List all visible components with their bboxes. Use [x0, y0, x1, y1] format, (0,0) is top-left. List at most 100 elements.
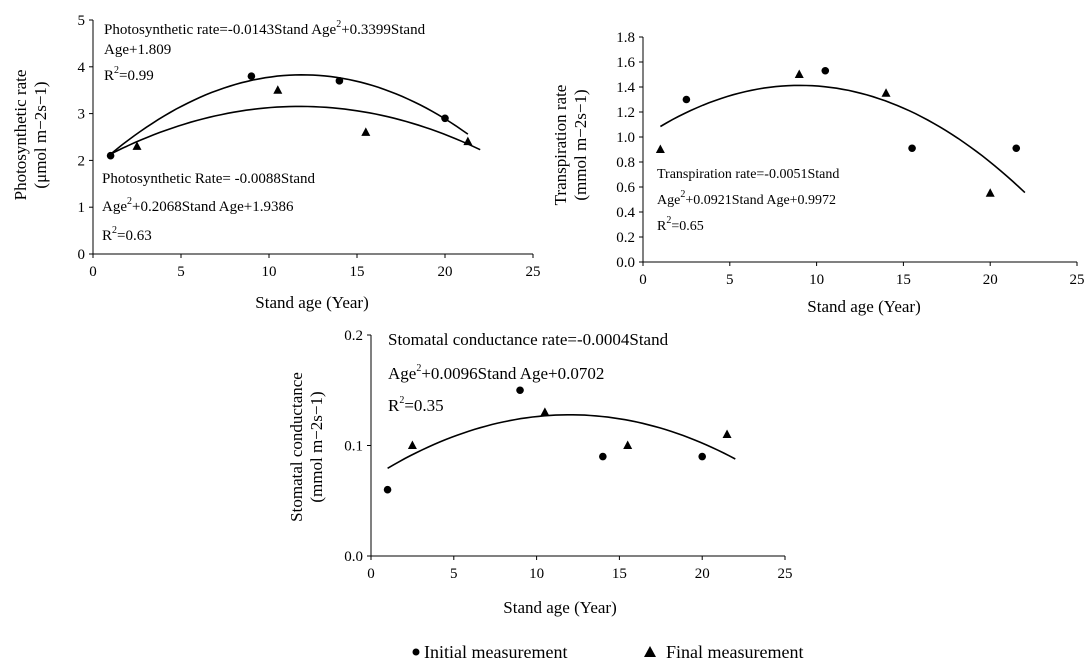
- legend-triangle-marker: [644, 646, 656, 657]
- transpiration-x-tick-label: 10: [809, 272, 824, 288]
- transpiration-x-tick-label: 25: [1070, 272, 1085, 288]
- stomatal-x-tick-label: 15: [612, 566, 627, 582]
- photosynthetic-fit-curve-2: [110, 105, 481, 155]
- svg-text:R2=0.65: R2=0.65: [657, 215, 704, 234]
- stomatal-panel: 0.0 0.1 0.2 0 5 10 15 20 25 Stand age (Year) Sto…: [287, 328, 793, 617]
- transpiration-axes: 0.0 0.2 0.4 0.6 0.8 1.0 1.2 1.4 1.6 1.8 0 5 10 15 20 25: [616, 30, 1084, 288]
- eq1-r-sup: 2: [114, 65, 119, 76]
- photosynthetic-fit-curve-1: [110, 73, 469, 155]
- svg-text:Age2+0.2068Stand Age+1.9386: Age2+0.2068Stand Age+1.9386: [102, 196, 294, 215]
- stomatal-ylabel-unit: (mmol m−2s−1): [307, 391, 326, 502]
- svg-text:Age2+0.0096Stand Age+0.0702: Age2+0.0096Stand Age+0.0702: [388, 363, 604, 383]
- eq1-line1a: Photosynthetic rate=-0.0143Stand Age: [104, 22, 337, 38]
- eq4-line2b: +0.0096Stand Age+0.0702: [421, 364, 604, 383]
- transpiration-initial-point: [1012, 144, 1021, 153]
- transpiration-ylabel-unit: (mmol m−2s−1): [571, 89, 590, 200]
- transpiration-final-point: [655, 144, 665, 153]
- photosynthetic-initial-point: [106, 151, 115, 160]
- eq1-line2: Age+1.809: [104, 42, 171, 58]
- photosynthetic-initial-point: [247, 72, 256, 80]
- photosynthetic-panel: 0 1 2 3 4 5 0 5 10 15 20 25 Stand age (Year) Photos…: [11, 13, 541, 312]
- stomatal-y-tick-label: 0.2: [344, 328, 363, 344]
- eq1-r2: =0.99: [119, 68, 154, 84]
- stomatal-x-tick-label: 20: [695, 566, 710, 582]
- transpiration-fit-curve: [659, 84, 1026, 194]
- photosynthetic-ylabel-unit: (μmol m−2s−1): [31, 81, 50, 188]
- transpiration-final-point: [881, 88, 891, 97]
- stomatal-x-tick-label: 25: [778, 566, 793, 582]
- photosynthetic-y-tick-label: 5: [78, 13, 86, 29]
- photosynthetic-final-point: [132, 141, 142, 150]
- eq4-r2: =0.35: [404, 396, 443, 415]
- stomatal-x-tick-label: 0: [367, 566, 375, 582]
- transpiration-ylabel-group: Transpiration rate (mmol m−2s−1): [551, 85, 590, 206]
- eq3-sup: 2: [680, 189, 685, 200]
- photosynthetic-x-tick-label: 25: [526, 264, 541, 280]
- stomatal-x-tick-label: 5: [450, 566, 458, 582]
- photosynthetic-axes: 0 1 2 3 4 5 0 5 10 15 20 25: [78, 13, 541, 280]
- eq4-r: R: [388, 396, 400, 415]
- stomatal-equation: Stomatal conductance rate=-0.0004Stand A…: [388, 330, 669, 415]
- stomatal-initial-point: [599, 452, 607, 461]
- legend-circle-marker: [412, 648, 420, 656]
- photosynthetic-x-tick-label: 20: [438, 264, 453, 280]
- stomatal-axes: 0.0 0.1 0.2 0 5 10 15 20 25: [344, 328, 792, 582]
- photosynthetic-x-tick-label: 5: [177, 264, 185, 280]
- eq2-age: Age: [102, 199, 127, 215]
- stomatal-points: [383, 386, 732, 494]
- eq4-age: Age: [388, 364, 416, 383]
- transpiration-y-tick-label: 1.8: [616, 30, 635, 46]
- stomatal-final-point: [722, 429, 732, 438]
- stomatal-final-point: [407, 440, 417, 449]
- transpiration-points: [655, 66, 1021, 197]
- photosynthetic-y-tick-label: 0: [78, 247, 86, 263]
- transpiration-y-tick-label: 0.8: [616, 155, 635, 171]
- photosynthetic-y-tick-label: 3: [78, 107, 86, 123]
- svg-text:R2=0.35: R2=0.35: [388, 395, 444, 415]
- photosynthetic-final-point: [463, 136, 473, 146]
- transpiration-y-tick-label: 1.2: [616, 105, 635, 121]
- legend-initial: Initial measurement: [424, 642, 567, 662]
- stomatal-ylabel-group: Stomatal conductance (mmol m−2s−1): [287, 372, 326, 522]
- stomatal-xlabel: Stand age (Year): [503, 598, 616, 617]
- transpiration-y-tick-label: 0.6: [616, 180, 635, 196]
- eq4-sup: 2: [416, 363, 421, 374]
- transpiration-final-point: [985, 188, 995, 197]
- transpiration-x-tick-label: 15: [896, 272, 911, 288]
- stomatal-initial-point: [383, 485, 392, 494]
- stomatal-final-point: [540, 407, 550, 416]
- legend: Initial measurement Final measurement: [412, 642, 803, 662]
- photosynthetic-equation-2: Photosynthetic Rate= -0.0088Stand Age2+0…: [102, 171, 316, 244]
- transpiration-final-point: [794, 69, 804, 78]
- transpiration-initial-point: [682, 95, 691, 104]
- transpiration-x-tick-label: 5: [726, 272, 734, 288]
- eq2-r-sup: 2: [112, 225, 117, 236]
- photosynthetic-x-tick-label: 15: [350, 264, 365, 280]
- stomatal-y-tick-label: 0.1: [344, 439, 363, 455]
- eq2-line1: Photosynthetic Rate= -0.0088Stand: [102, 171, 316, 187]
- eq3-r-sup: 2: [666, 215, 671, 226]
- eq3-r: R: [657, 219, 667, 234]
- photosynthetic-points: [106, 72, 473, 160]
- transpiration-y-tick-label: 1.6: [616, 55, 635, 71]
- photosynthetic-x-tick-label: 10: [262, 264, 277, 280]
- stomatal-fit-curve-1: [387, 414, 736, 469]
- eq2-r2: =0.63: [117, 228, 152, 244]
- photosynthetic-equation-1: Photosynthetic rate=-0.0143Stand Age2+0.…: [104, 19, 426, 84]
- eq3-age: Age: [657, 193, 680, 208]
- stomatal-x-tick-label: 10: [529, 566, 544, 582]
- eq2-line2b: +0.2068Stand Age+1.9386: [132, 199, 294, 215]
- photosynthetic-y-tick-label: 1: [78, 200, 86, 216]
- photosynthetic-x-tick-label: 0: [89, 264, 97, 280]
- transpiration-fit-curve-1: [659, 84, 1026, 194]
- transpiration-ylabel: Transpiration rate: [551, 85, 570, 206]
- eq1-r: R: [104, 68, 114, 84]
- transpiration-x-tick-label: 20: [983, 272, 998, 288]
- eq3-line1: Transpiration rate=-0.0051Stand: [657, 167, 839, 182]
- stomatal-fit-curve: [387, 414, 736, 469]
- svg-text:R2=0.99: R2=0.99: [104, 65, 154, 84]
- photosynthetic-initial-point: [335, 77, 344, 85]
- eq3-line2b: +0.0921Stand Age+0.9972: [685, 193, 836, 208]
- eq4-line1: Stomatal conductance rate=-0.0004Stand: [388, 330, 669, 349]
- transpiration-y-tick-label: 0.2: [616, 230, 635, 246]
